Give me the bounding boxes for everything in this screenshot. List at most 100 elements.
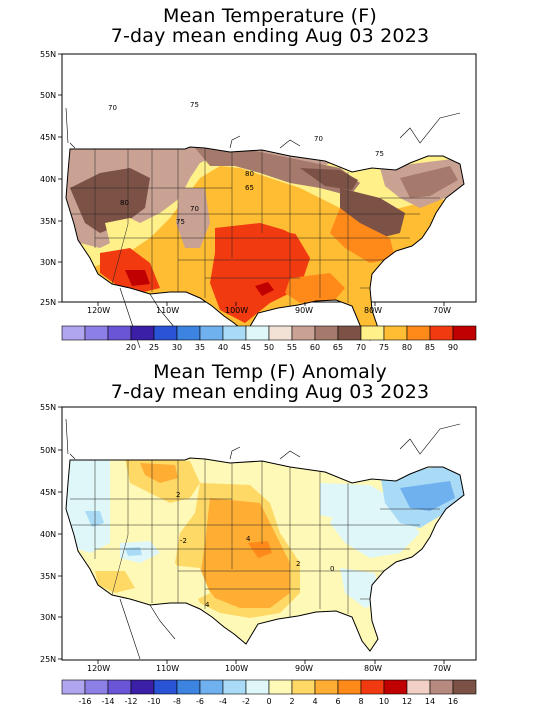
legend-swatch bbox=[84, 325, 109, 341]
legend-label: -4 bbox=[219, 697, 227, 706]
temp-map-title: Mean Temperature (F) bbox=[163, 5, 377, 27]
legend-label: 12 bbox=[402, 697, 412, 706]
legend-label: 16 bbox=[448, 697, 458, 706]
legend-label: 8 bbox=[358, 697, 363, 706]
legend-swatch bbox=[222, 325, 247, 341]
contour-label: 75 bbox=[190, 101, 199, 109]
lat-label: 35N bbox=[40, 572, 56, 581]
legend-label: 55 bbox=[287, 343, 297, 352]
legend-label: 25 bbox=[149, 343, 159, 352]
legend-label: 0 bbox=[266, 697, 271, 706]
legend-swatch bbox=[429, 325, 454, 341]
legend-label: 70 bbox=[356, 343, 366, 352]
anomaly-legend: -16 -14 -12 -10 -8 -6 -4 -2 0 2 4 6 8 10 12 14 16 bbox=[61, 679, 477, 706]
legend-swatch bbox=[383, 325, 408, 341]
anomaly-lat-labels: 55N 50N 45N 40N 35N 30N 25N bbox=[40, 403, 56, 664]
lat-label: 45N bbox=[40, 488, 56, 497]
contour-label: 70 bbox=[108, 104, 117, 112]
lon-label: 120W bbox=[87, 306, 110, 315]
contour-label: 4 bbox=[246, 535, 251, 543]
legend-label: 4 bbox=[312, 697, 317, 706]
contour-label: 2 bbox=[296, 560, 300, 568]
temp-lon-labels: 120W 110W 100W 90W 80W 70W bbox=[87, 306, 451, 315]
legend-label: 30 bbox=[172, 343, 182, 352]
legend-swatch bbox=[291, 679, 316, 695]
contour-label: 4 bbox=[205, 601, 210, 609]
lon-label: 110W bbox=[156, 306, 179, 315]
contour-label: 0 bbox=[330, 565, 334, 573]
legend-label: -2 bbox=[242, 697, 250, 706]
legend-swatch bbox=[337, 325, 362, 341]
legend-label: 45 bbox=[241, 343, 251, 352]
legend-label: -16 bbox=[78, 697, 91, 706]
legend-label: 2 bbox=[289, 697, 294, 706]
lon-label: 80W bbox=[364, 306, 382, 315]
temp-ticks bbox=[58, 53, 445, 306]
lat-label: 30N bbox=[40, 613, 56, 622]
temp-contour-labels: 70 75 70 80 75 80 65 70 75 bbox=[108, 101, 384, 226]
legend-swatch bbox=[245, 325, 270, 341]
anomaly-map-title: Mean Temp (F) Anomaly bbox=[153, 361, 387, 383]
legend-label: 75 bbox=[379, 343, 389, 352]
legend-label: 40 bbox=[218, 343, 228, 352]
legend-label: -6 bbox=[196, 697, 204, 706]
lat-label: 25N bbox=[40, 298, 56, 307]
contour-label: 80 bbox=[120, 199, 129, 207]
legend-swatch bbox=[222, 679, 247, 695]
legend-swatch bbox=[429, 679, 454, 695]
contour-label: 70 bbox=[314, 135, 323, 143]
anomaly-map-subtitle: 7-day mean ending Aug 03 2023 bbox=[110, 381, 430, 403]
lon-label: 100W bbox=[225, 306, 248, 315]
legend-swatch bbox=[406, 325, 431, 341]
legend-label: 60 bbox=[310, 343, 320, 352]
legend-swatch bbox=[268, 679, 293, 695]
anomaly-map: 2 4 2 0 4 -2 55N 50N 45N 40N 35N 30N 25N… bbox=[40, 403, 477, 673]
lon-label: 90W bbox=[295, 664, 313, 673]
legend-swatch bbox=[245, 679, 270, 695]
temp-map: 70 75 70 80 75 80 65 70 75 55N 50N 45N 4… bbox=[40, 50, 477, 348]
legend-swatch bbox=[130, 679, 155, 695]
legend-swatch bbox=[153, 325, 178, 341]
lat-label: 50N bbox=[40, 446, 56, 455]
lon-label: 110W bbox=[156, 664, 179, 673]
lat-label: 25N bbox=[40, 655, 56, 664]
legend-label: -10 bbox=[147, 697, 160, 706]
anomaly-lon-labels: 120W 110W 100W 90W 80W 70W bbox=[87, 664, 451, 673]
contour-label: 70 bbox=[190, 205, 199, 213]
legend-swatch bbox=[360, 325, 385, 341]
lat-label: 45N bbox=[40, 133, 56, 142]
lat-label: 30N bbox=[40, 258, 56, 267]
legend-swatch bbox=[61, 679, 86, 695]
legend-swatch bbox=[383, 679, 408, 695]
contour-label: 2 bbox=[176, 491, 180, 499]
lon-label: 120W bbox=[87, 664, 110, 673]
legend-swatch bbox=[176, 325, 201, 341]
temp-legend: 20 25 30 35 40 45 50 55 60 65 70 75 80 85 90 bbox=[61, 325, 477, 352]
contour-label: 75 bbox=[176, 218, 185, 226]
legend-label: -12 bbox=[124, 697, 137, 706]
legend-swatch bbox=[291, 325, 316, 341]
legend-swatch bbox=[107, 325, 132, 341]
legend-swatch bbox=[406, 679, 431, 695]
contour-label: 80 bbox=[245, 170, 254, 178]
contour-label: -2 bbox=[180, 537, 187, 545]
lat-label: 55N bbox=[40, 50, 56, 59]
anomaly-contour-labels: 2 4 2 0 4 -2 bbox=[176, 491, 334, 609]
lat-label: 50N bbox=[40, 91, 56, 100]
legend-swatch bbox=[314, 679, 339, 695]
legend-label: 20 bbox=[126, 343, 136, 352]
legend-swatch bbox=[452, 679, 477, 695]
legend-swatch bbox=[153, 679, 178, 695]
legend-swatch bbox=[176, 679, 201, 695]
legend-label: -8 bbox=[173, 697, 181, 706]
lon-label: 70W bbox=[433, 306, 451, 315]
lat-label: 35N bbox=[40, 217, 56, 226]
contour-label: 65 bbox=[245, 184, 254, 192]
legend-swatch bbox=[199, 679, 224, 695]
anomaly-ticks bbox=[58, 406, 445, 664]
legend-label: 35 bbox=[195, 343, 205, 352]
legend-swatch bbox=[61, 325, 86, 341]
legend-swatch bbox=[199, 325, 224, 341]
legend-swatch bbox=[130, 325, 155, 341]
lon-label: 90W bbox=[295, 306, 313, 315]
